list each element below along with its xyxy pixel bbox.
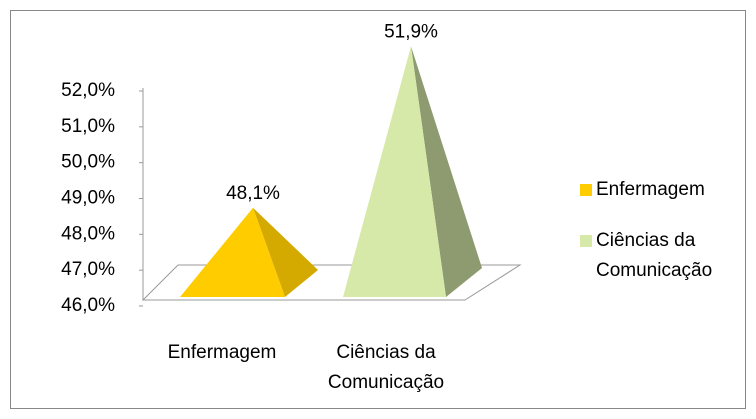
data-label: 48,1%: [226, 183, 280, 204]
y-tick-label: 51,0%: [61, 116, 115, 137]
y-tick-label: 46,0%: [61, 295, 115, 316]
y-tick-label: 50,0%: [61, 152, 115, 173]
y-tick-label: 49,0%: [61, 188, 115, 209]
pyramid-front: [343, 46, 446, 297]
x-tick-label: Ciências da Comunicação: [327, 342, 445, 393]
legend-swatch: [580, 184, 592, 196]
data-label: 51,9%: [384, 21, 438, 42]
y-tick-label: 47,0%: [61, 259, 115, 280]
y-tick-label: 52,0%: [61, 80, 115, 101]
y-tick-label: 48,0%: [61, 223, 115, 244]
legend-label: Ciências da Comunicação: [596, 230, 713, 281]
pyramid-front: [180, 207, 285, 297]
x-tick-label: Enfermagem: [167, 342, 277, 363]
floor: [141, 264, 522, 301]
legend-label: Enfermagem: [596, 179, 705, 200]
pyramid-side: [411, 46, 482, 297]
legend-swatch: [580, 235, 592, 247]
pyramid-side: [253, 207, 318, 297]
